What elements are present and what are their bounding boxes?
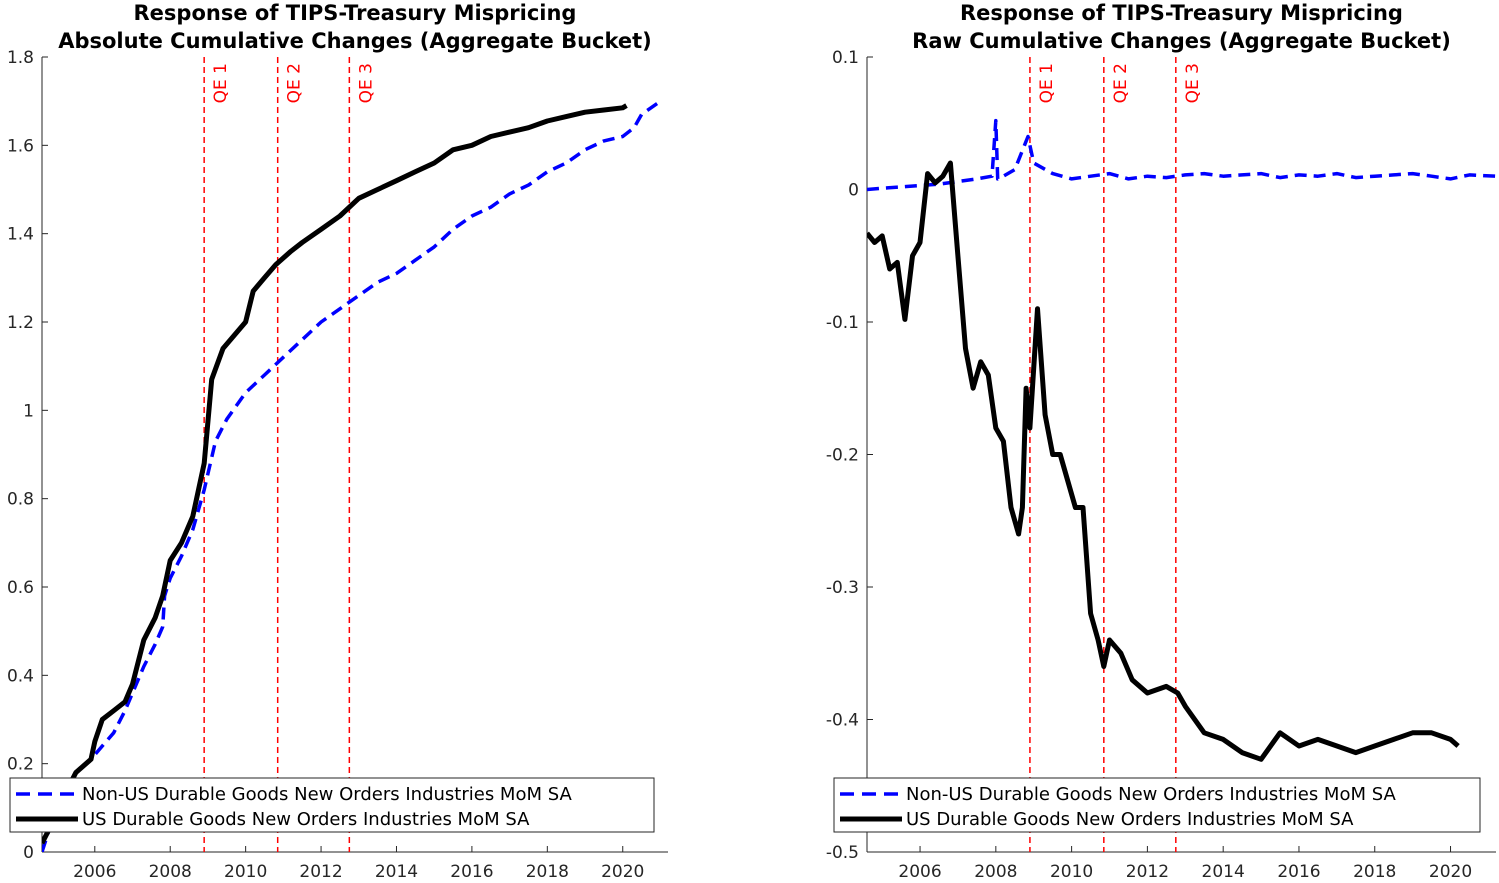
y-tick-label: 0 bbox=[23, 843, 34, 863]
y-tick-label: -0.1 bbox=[826, 313, 859, 333]
chart-subtitle: Raw Cumulative Changes (Aggregate Bucket… bbox=[912, 29, 1451, 53]
y-tick-label: -0.5 bbox=[826, 843, 859, 863]
x-tick-label: 2008 bbox=[149, 862, 192, 882]
chart-subtitle: Absolute Cumulative Changes (Aggregate B… bbox=[58, 29, 652, 53]
legend-label: US Durable Goods New Orders Industries M… bbox=[82, 809, 530, 830]
legend-label: US Durable Goods New Orders Industries M… bbox=[906, 809, 1354, 830]
y-tick-label: 1.6 bbox=[7, 136, 34, 156]
chart-panel-2: Response of TIPS-Treasury Mispricing Raw … bbox=[826, 1, 1496, 882]
x-tick-label: 2010 bbox=[1050, 862, 1093, 882]
qe-label: QE 3 bbox=[1183, 63, 1203, 103]
series-line-2 bbox=[867, 160, 1460, 762]
y-tick-label: -0.4 bbox=[826, 711, 859, 731]
x-tick-label: 2006 bbox=[73, 862, 116, 882]
legend-label: Non-US Durable Goods New Orders Industri… bbox=[906, 784, 1396, 805]
x-tick-label: 2016 bbox=[1277, 862, 1320, 882]
y-tick-label: 0 bbox=[848, 181, 859, 201]
y-tick-label: 0.2 bbox=[7, 755, 34, 775]
legend: Non-US Durable Goods New Orders Industri… bbox=[833, 777, 1481, 833]
x-tick-label: 2010 bbox=[224, 862, 267, 882]
x-tick-label: 2006 bbox=[898, 862, 941, 882]
x-tick-label: 2008 bbox=[974, 862, 1017, 882]
y-tick-label: -0.3 bbox=[826, 578, 859, 598]
y-tick-label: 0.1 bbox=[832, 48, 859, 68]
legend-box bbox=[833, 777, 1481, 833]
y-tick-label: 0.6 bbox=[7, 578, 34, 598]
chart-title: Response of TIPS-Treasury Mispricing bbox=[134, 1, 577, 25]
x-tick-label: 2018 bbox=[1353, 862, 1396, 882]
x-tick-label: 2012 bbox=[1126, 862, 1169, 882]
series-line-1 bbox=[42, 99, 662, 852]
series-line-2 bbox=[42, 103, 628, 845]
qe-label: QE 3 bbox=[356, 63, 376, 103]
qe-label: QE 1 bbox=[1037, 63, 1057, 103]
x-tick-label: 2014 bbox=[375, 862, 418, 882]
chart-title: Response of TIPS-Treasury Mispricing bbox=[960, 1, 1403, 25]
y-tick-label: 1.8 bbox=[7, 48, 34, 68]
x-tick-label: 2020 bbox=[601, 862, 644, 882]
x-tick-label: 2016 bbox=[450, 862, 493, 882]
series-line-1 bbox=[867, 118, 1496, 192]
y-tick-label: 1.2 bbox=[7, 313, 34, 333]
x-tick-label: 2018 bbox=[526, 862, 569, 882]
y-tick-label: 1 bbox=[23, 401, 34, 421]
x-tick-label: 2014 bbox=[1202, 862, 1245, 882]
x-tick-label: 2012 bbox=[299, 862, 342, 882]
qe-label: QE 1 bbox=[211, 63, 231, 103]
qe-label: QE 2 bbox=[1111, 63, 1131, 103]
chart-panel-1: Response of TIPS-Treasury Mispricing Abso… bbox=[7, 1, 668, 882]
y-tick-label: 1.4 bbox=[7, 225, 34, 245]
y-tick-label: -0.2 bbox=[826, 446, 859, 466]
x-tick-label: 2020 bbox=[1429, 862, 1472, 882]
y-tick-label: 0.4 bbox=[7, 666, 34, 686]
qe-label: QE 2 bbox=[285, 63, 305, 103]
legend-box bbox=[9, 777, 655, 833]
legend-label: Non-US Durable Goods New Orders Industri… bbox=[82, 784, 572, 805]
legend: Non-US Durable Goods New Orders Industri… bbox=[9, 777, 655, 833]
y-tick-label: 0.8 bbox=[7, 490, 34, 510]
